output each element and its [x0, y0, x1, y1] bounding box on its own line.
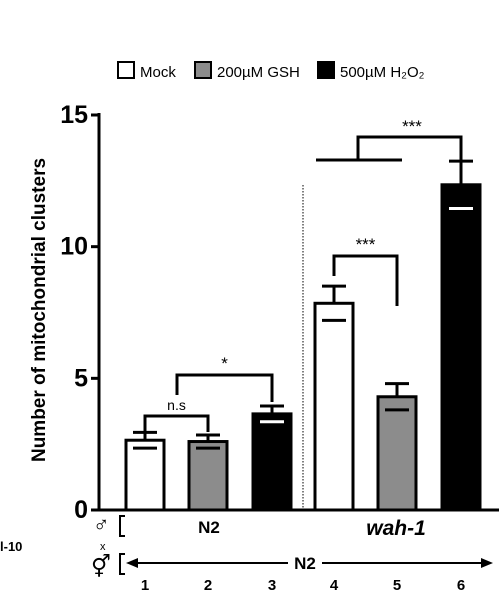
x-tick-label: 1	[141, 577, 149, 593]
y-axis-label: Number of mitochondrial clusters	[29, 158, 50, 462]
cross-label-n2: N2	[294, 554, 316, 573]
significance-label: *	[221, 354, 228, 373]
hermaphrodite-symbol: ⚥	[91, 553, 111, 579]
bracket-mark	[119, 515, 125, 537]
legend-swatch	[317, 61, 335, 79]
x-tick-label: 4	[330, 577, 339, 593]
significance-bracket	[332, 254, 399, 306]
group-label-wah-1: wah-1	[366, 517, 426, 540]
y-tick-label: 10	[60, 233, 88, 261]
significance-bracket	[143, 414, 210, 432]
significance-label: n.s	[167, 397, 186, 413]
legend-swatch	[194, 61, 212, 79]
y-tick-label: 0	[74, 496, 88, 524]
legend-label: 500µM H₂O₂	[340, 64, 425, 81]
bar	[376, 395, 418, 512]
cross-symbol: x	[100, 541, 106, 553]
chart-bars	[124, 159, 482, 512]
bar	[251, 412, 293, 512]
significance-brackets: n.s*******	[143, 117, 463, 432]
cropped-label: l-10	[0, 539, 22, 554]
male-symbol: ♂	[93, 512, 110, 537]
bar	[187, 440, 229, 512]
significance-label: ***	[402, 117, 422, 136]
significance-bracket	[175, 373, 274, 402]
bar	[440, 183, 482, 512]
x-tick-label: 6	[457, 577, 465, 593]
legend-label: 200µM GSH	[217, 64, 300, 81]
x-tick-label: 2	[204, 577, 212, 593]
x-tick-label: 5	[393, 577, 401, 593]
group-label-n2: N2	[198, 518, 220, 537]
significance-bracket	[356, 135, 463, 160]
bracket-mark	[119, 553, 125, 575]
arrowhead-right	[481, 558, 493, 568]
y-tick-label: 15	[60, 101, 88, 129]
y-tick-label: 5	[74, 364, 88, 392]
bar	[313, 301, 355, 512]
significance-label: ***	[356, 235, 376, 254]
x-tick-label: 3	[268, 577, 276, 593]
x-axis-annotation: l-10 ♂ x⚥ N2 wah-1 N2 1 2 3 4 5 6	[0, 512, 493, 593]
chart-legend: Mock 200µM GSH 500µM H₂O₂	[117, 61, 425, 81]
legend-label: Mock	[140, 64, 176, 81]
legend-swatch	[117, 61, 135, 79]
bar	[124, 438, 166, 512]
arrowhead-left	[126, 558, 138, 568]
